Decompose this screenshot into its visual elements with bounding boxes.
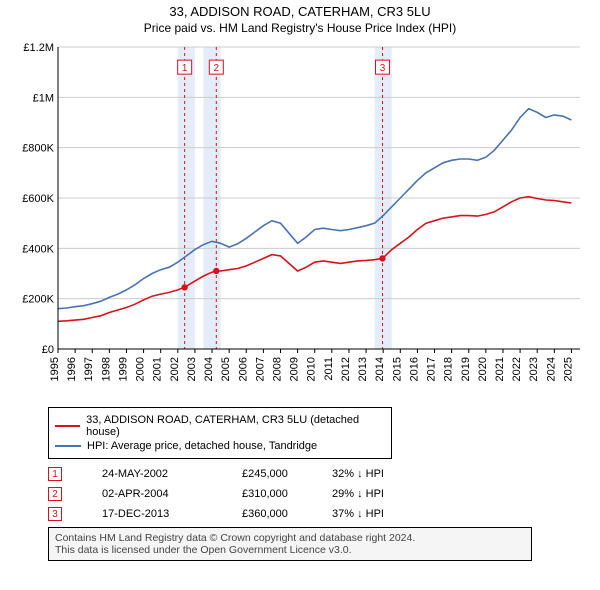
svg-text:2022: 2022	[511, 357, 523, 381]
sale-date: 17-DEC-2013	[102, 508, 242, 520]
svg-text:2010: 2010	[306, 357, 318, 381]
sale-date: 24-MAY-2002	[102, 468, 242, 480]
svg-text:2014: 2014	[374, 357, 386, 381]
sale-vs-hpi: 32% ↓ HPI	[332, 468, 384, 480]
svg-text:2020: 2020	[477, 357, 489, 381]
svg-text:2003: 2003	[186, 357, 198, 381]
sale-price: £360,000	[242, 508, 332, 520]
legend-row: 33, ADDISON ROAD, CATERHAM, CR3 5LU (det…	[55, 414, 385, 438]
svg-text:£800K: £800K	[22, 143, 54, 155]
svg-text:2009: 2009	[289, 357, 301, 381]
svg-text:1996: 1996	[66, 357, 78, 381]
svg-text:2021: 2021	[494, 357, 506, 381]
svg-text:3: 3	[380, 63, 386, 74]
svg-text:£600K: £600K	[22, 193, 54, 205]
legend-row: HPI: Average price, detached house, Tand…	[55, 440, 385, 452]
svg-text:2007: 2007	[254, 357, 266, 381]
footer-line-2: This data is licensed under the Open Gov…	[55, 544, 525, 556]
sale-row: 1 24-MAY-2002£245,00032% ↓ HPI	[48, 467, 580, 481]
svg-text:£0: £0	[42, 344, 54, 356]
svg-text:2012: 2012	[340, 357, 352, 381]
svg-text:2011: 2011	[323, 357, 335, 381]
svg-text:2019: 2019	[460, 357, 472, 381]
line-chart-svg: £0 £200K £400K £600K £800K £1M £1.2M 1995 1996 19…	[10, 41, 590, 401]
legend-label: 33, ADDISON ROAD, CATERHAM, CR3 5LU (det…	[86, 414, 385, 438]
svg-text:2025: 2025	[562, 357, 574, 381]
legend-swatch	[55, 425, 80, 427]
svg-text:2015: 2015	[391, 357, 403, 381]
svg-text:2000: 2000	[135, 357, 147, 381]
svg-text:1997: 1997	[83, 357, 95, 381]
svg-text:£1.2M: £1.2M	[23, 42, 54, 54]
footer-attribution: Contains HM Land Registry data © Crown c…	[48, 527, 532, 561]
sale-marker: 3	[48, 507, 62, 521]
svg-text:2018: 2018	[443, 357, 455, 381]
svg-text:2024: 2024	[545, 357, 557, 381]
chart-subtitle: Price paid vs. HM Land Registry's House …	[0, 21, 600, 35]
sale-marker: 1	[48, 467, 62, 481]
legend-swatch	[55, 445, 81, 447]
svg-text:2: 2	[214, 63, 220, 74]
sale-row: 2 02-APR-2004£310,00029% ↓ HPI	[48, 487, 580, 501]
sale-vs-hpi: 37% ↓ HPI	[332, 508, 384, 520]
svg-text:1999: 1999	[117, 357, 129, 381]
sales-table: 1 24-MAY-2002£245,00032% ↓ HPI 2 02-APR-200…	[48, 467, 580, 521]
svg-text:2005: 2005	[220, 357, 232, 381]
svg-text:2016: 2016	[408, 357, 420, 381]
legend-box: 33, ADDISON ROAD, CATERHAM, CR3 5LU (det…	[48, 407, 392, 459]
sale-price: £245,000	[242, 468, 332, 480]
sale-price: £310,000	[242, 488, 332, 500]
svg-text:1: 1	[182, 63, 188, 74]
svg-text:2001: 2001	[152, 357, 164, 381]
sale-row: 3 17-DEC-2013£360,00037% ↓ HPI	[48, 507, 580, 521]
legend-label: HPI: Average price, detached house, Tand…	[87, 440, 317, 452]
svg-text:2017: 2017	[426, 357, 438, 381]
svg-text:£400K: £400K	[22, 243, 54, 255]
chart-area: £0 £200K £400K £600K £800K £1M £1.2M 1995 1996 19…	[10, 41, 590, 401]
svg-text:2008: 2008	[271, 357, 283, 381]
svg-text:£1M: £1M	[33, 92, 54, 104]
sale-vs-hpi: 29% ↓ HPI	[332, 488, 384, 500]
svg-text:2013: 2013	[357, 357, 369, 381]
svg-text:£200K: £200K	[22, 294, 54, 306]
sale-date: 02-APR-2004	[102, 488, 242, 500]
chart-title: 33, ADDISON ROAD, CATERHAM, CR3 5LU	[0, 4, 600, 19]
svg-text:1998: 1998	[100, 357, 112, 381]
footer-line-1: Contains HM Land Registry data © Crown c…	[55, 532, 525, 544]
svg-text:1995: 1995	[49, 357, 61, 381]
svg-text:2006: 2006	[237, 357, 249, 381]
sale-marker: 2	[48, 487, 62, 501]
svg-text:2002: 2002	[169, 357, 181, 381]
svg-text:2004: 2004	[203, 357, 215, 381]
svg-text:2023: 2023	[528, 357, 540, 381]
